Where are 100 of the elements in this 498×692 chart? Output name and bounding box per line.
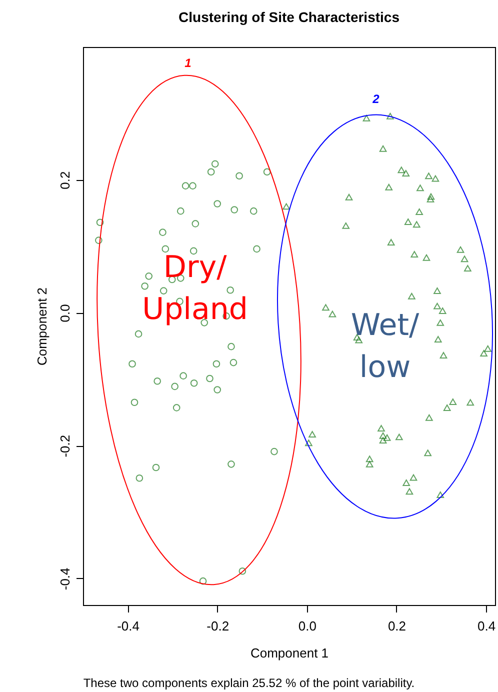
point xyxy=(160,287,168,294)
point xyxy=(408,292,416,300)
point xyxy=(480,350,488,356)
x-tick-label: 0.0 xyxy=(298,618,316,634)
point xyxy=(342,222,350,229)
point xyxy=(410,251,418,258)
x-axis-title: Component 1 xyxy=(250,646,329,660)
y-tick-label: -0.4 xyxy=(58,568,72,590)
point xyxy=(128,360,136,368)
point xyxy=(436,491,444,498)
point xyxy=(464,264,472,272)
point xyxy=(434,336,442,343)
point xyxy=(134,330,142,338)
x-tick-label: 0.4 xyxy=(478,618,496,634)
point xyxy=(379,432,387,439)
point xyxy=(228,460,235,468)
point xyxy=(406,488,414,495)
point xyxy=(154,377,161,385)
point xyxy=(422,254,430,261)
point xyxy=(214,200,222,208)
point xyxy=(172,404,180,412)
point xyxy=(180,372,187,380)
point xyxy=(387,239,395,246)
point xyxy=(328,310,336,318)
point xyxy=(362,114,370,122)
point xyxy=(412,221,420,228)
point xyxy=(141,282,148,290)
point xyxy=(322,304,330,311)
point xyxy=(436,319,444,326)
point xyxy=(207,168,215,176)
point xyxy=(385,184,393,190)
point xyxy=(305,440,312,446)
point xyxy=(182,182,190,190)
y-tick-label: -0.2 xyxy=(58,434,72,458)
point xyxy=(383,434,391,441)
point xyxy=(402,170,410,176)
x-tick-label: -0.2 xyxy=(206,618,230,634)
annotation: 2 xyxy=(372,92,380,106)
point xyxy=(460,256,468,262)
point xyxy=(238,567,246,575)
point xyxy=(432,175,440,182)
point xyxy=(214,386,222,394)
point xyxy=(282,203,290,210)
point xyxy=(226,286,234,294)
point xyxy=(230,206,238,214)
point xyxy=(130,398,138,406)
chart-title: Clustering of Site Characteristics xyxy=(178,9,400,25)
point xyxy=(404,218,412,225)
point xyxy=(96,218,104,226)
point xyxy=(438,307,446,314)
point xyxy=(386,112,394,120)
point xyxy=(250,207,258,215)
annotation: Dry/ Upland xyxy=(142,250,248,327)
point xyxy=(228,342,235,350)
point xyxy=(230,358,238,366)
point xyxy=(159,228,166,236)
point xyxy=(434,288,441,294)
point xyxy=(152,464,160,472)
point xyxy=(162,245,170,253)
point xyxy=(396,434,403,440)
point xyxy=(434,302,441,310)
point xyxy=(211,160,219,168)
point xyxy=(402,480,410,486)
point xyxy=(398,166,406,174)
point xyxy=(379,145,387,152)
point xyxy=(378,425,385,432)
point xyxy=(443,404,451,411)
point xyxy=(425,172,432,180)
point xyxy=(449,398,457,405)
point xyxy=(206,374,214,382)
point xyxy=(466,399,474,406)
point xyxy=(366,456,374,462)
point xyxy=(176,207,184,215)
point xyxy=(145,272,152,280)
point xyxy=(95,236,102,244)
x-tick-label: -0.4 xyxy=(117,618,140,634)
point xyxy=(440,352,448,358)
point xyxy=(190,247,198,255)
y-tick-label: 0.2 xyxy=(58,171,72,190)
point xyxy=(190,379,198,387)
point xyxy=(379,437,387,444)
x-tick-label: 0.2 xyxy=(388,618,406,634)
point xyxy=(308,431,316,438)
point xyxy=(424,450,432,456)
text: These two components explain 25.52 % of the point variability. xyxy=(82,676,416,690)
point xyxy=(136,474,144,482)
point xyxy=(199,577,207,585)
y-tick-label: 0.0 xyxy=(58,304,72,322)
point xyxy=(171,382,178,390)
point xyxy=(484,345,492,352)
point xyxy=(189,182,196,190)
point xyxy=(426,196,434,202)
point xyxy=(416,184,424,192)
point xyxy=(192,220,200,228)
point xyxy=(410,474,418,481)
point xyxy=(416,208,423,215)
point xyxy=(263,168,271,176)
point xyxy=(270,448,278,456)
point xyxy=(427,193,435,200)
annotation: 1 xyxy=(184,56,192,70)
